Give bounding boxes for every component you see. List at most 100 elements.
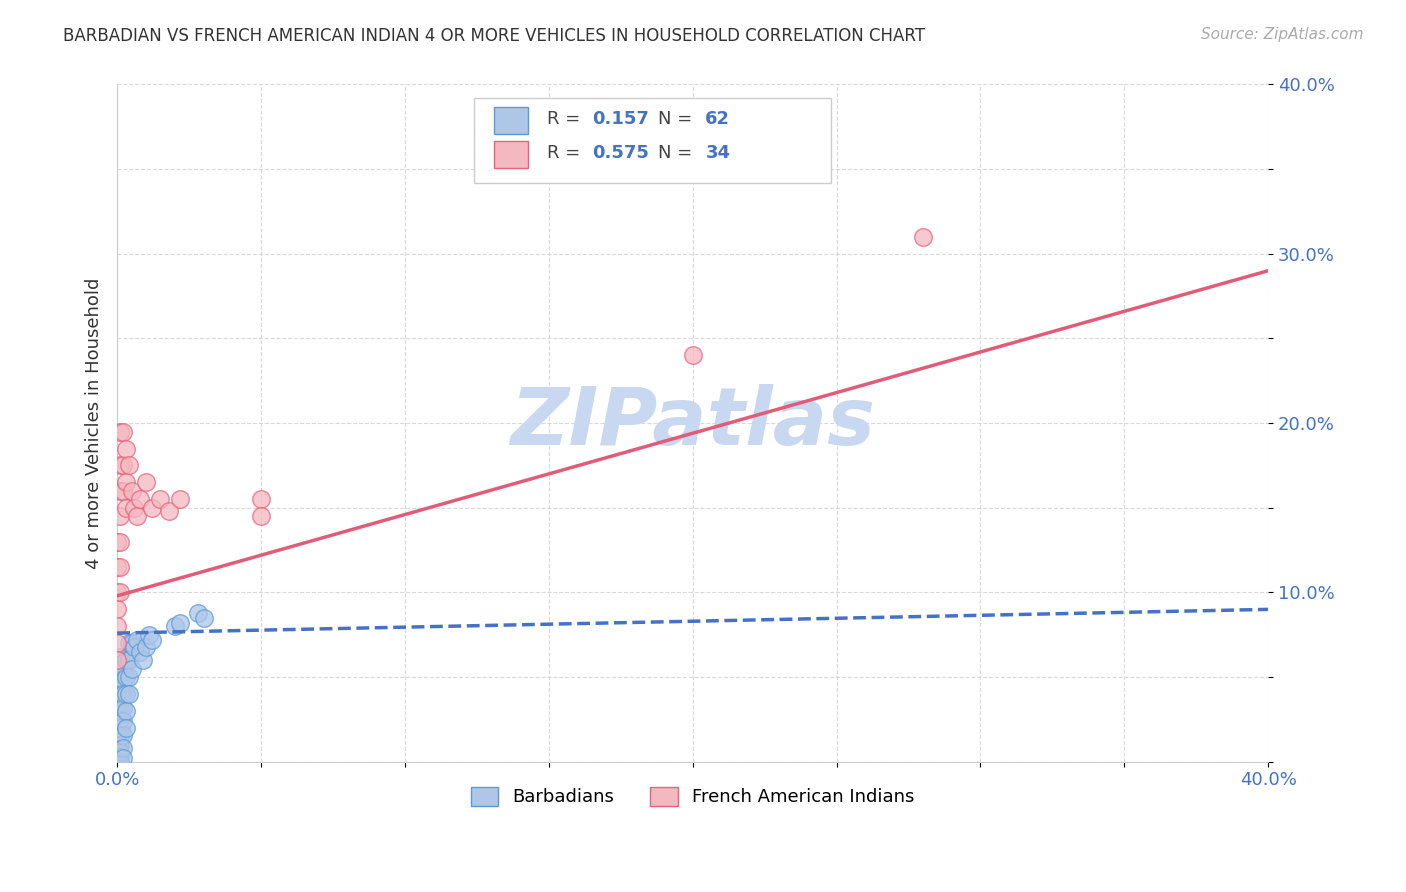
Point <box>250 509 273 524</box>
Point <box>108 585 131 599</box>
Point <box>108 696 131 710</box>
FancyBboxPatch shape <box>474 98 831 183</box>
Point <box>114 721 136 735</box>
Text: N =: N = <box>658 144 699 161</box>
FancyBboxPatch shape <box>494 141 529 168</box>
Point <box>108 657 131 671</box>
Point <box>149 492 172 507</box>
Text: Source: ZipAtlas.com: Source: ZipAtlas.com <box>1201 27 1364 42</box>
Point <box>114 687 136 701</box>
Point <box>108 534 131 549</box>
Point <box>114 475 136 490</box>
Text: R =: R = <box>547 110 585 128</box>
Point <box>111 714 134 728</box>
Point <box>250 492 273 507</box>
Point <box>108 713 131 727</box>
Point <box>141 632 163 647</box>
Point <box>105 679 128 693</box>
Point <box>108 730 131 744</box>
Text: 0.157: 0.157 <box>592 110 650 128</box>
Point <box>118 636 141 650</box>
Text: ZIPatlas: ZIPatlas <box>510 384 875 462</box>
Point <box>187 606 209 620</box>
Point <box>121 662 143 676</box>
Point <box>111 662 134 676</box>
Point <box>105 745 128 759</box>
Point <box>111 483 134 498</box>
Point <box>124 640 146 654</box>
Point <box>108 673 131 688</box>
Point <box>105 653 128 667</box>
Point <box>114 670 136 684</box>
Text: 34: 34 <box>706 144 730 161</box>
Point <box>118 653 141 667</box>
Point <box>105 636 128 650</box>
Point <box>105 534 128 549</box>
Point <box>105 713 128 727</box>
Point <box>105 585 128 599</box>
Text: 0.575: 0.575 <box>592 144 650 161</box>
Point <box>105 690 128 705</box>
Point <box>118 687 141 701</box>
Point <box>121 636 143 650</box>
Point <box>105 730 128 744</box>
Text: N =: N = <box>658 110 699 128</box>
Point <box>127 509 149 524</box>
Point <box>114 500 136 515</box>
Point <box>129 492 152 507</box>
Point <box>682 348 704 362</box>
Point <box>169 492 191 507</box>
Point <box>105 741 128 756</box>
Point <box>135 475 157 490</box>
Point <box>111 700 134 714</box>
Point <box>157 504 180 518</box>
Point <box>127 632 149 647</box>
Point <box>193 611 215 625</box>
Point <box>111 458 134 473</box>
Point <box>108 483 131 498</box>
Point <box>105 721 128 735</box>
Point <box>163 619 186 633</box>
Point <box>105 560 128 574</box>
Point <box>111 687 134 701</box>
Point <box>108 425 131 439</box>
Point <box>108 560 131 574</box>
Point <box>105 670 128 684</box>
Text: BARBADIAN VS FRENCH AMERICAN INDIAN 4 OR MORE VEHICLES IN HOUSEHOLD CORRELATION : BARBADIAN VS FRENCH AMERICAN INDIAN 4 OR… <box>63 27 925 45</box>
Point <box>108 458 131 473</box>
Point <box>105 619 128 633</box>
Point <box>105 734 128 748</box>
Point <box>111 673 134 688</box>
Point <box>105 696 128 710</box>
Point <box>108 749 131 764</box>
Point <box>114 653 136 667</box>
FancyBboxPatch shape <box>494 107 529 134</box>
Point <box>108 662 131 676</box>
Point <box>169 615 191 630</box>
Point <box>108 745 131 759</box>
Y-axis label: 4 or more Vehicles in Household: 4 or more Vehicles in Household <box>86 277 103 569</box>
Point <box>114 704 136 718</box>
Point <box>911 230 934 244</box>
Point <box>105 602 128 616</box>
Point <box>114 442 136 456</box>
Point <box>138 628 160 642</box>
Text: R =: R = <box>547 144 585 161</box>
Point <box>118 670 141 684</box>
Point <box>108 666 131 681</box>
Point <box>105 738 128 752</box>
Point <box>105 704 128 718</box>
Point <box>124 500 146 515</box>
Point <box>108 738 131 752</box>
Legend: Barbadians, French American Indians: Barbadians, French American Indians <box>464 780 921 814</box>
Point <box>105 687 128 701</box>
Point <box>105 755 128 769</box>
Point <box>111 751 134 765</box>
Point <box>105 747 128 762</box>
Point <box>105 751 128 765</box>
Point <box>108 509 131 524</box>
Point <box>108 704 131 718</box>
Point <box>118 458 141 473</box>
Point <box>132 653 155 667</box>
Point <box>111 741 134 756</box>
